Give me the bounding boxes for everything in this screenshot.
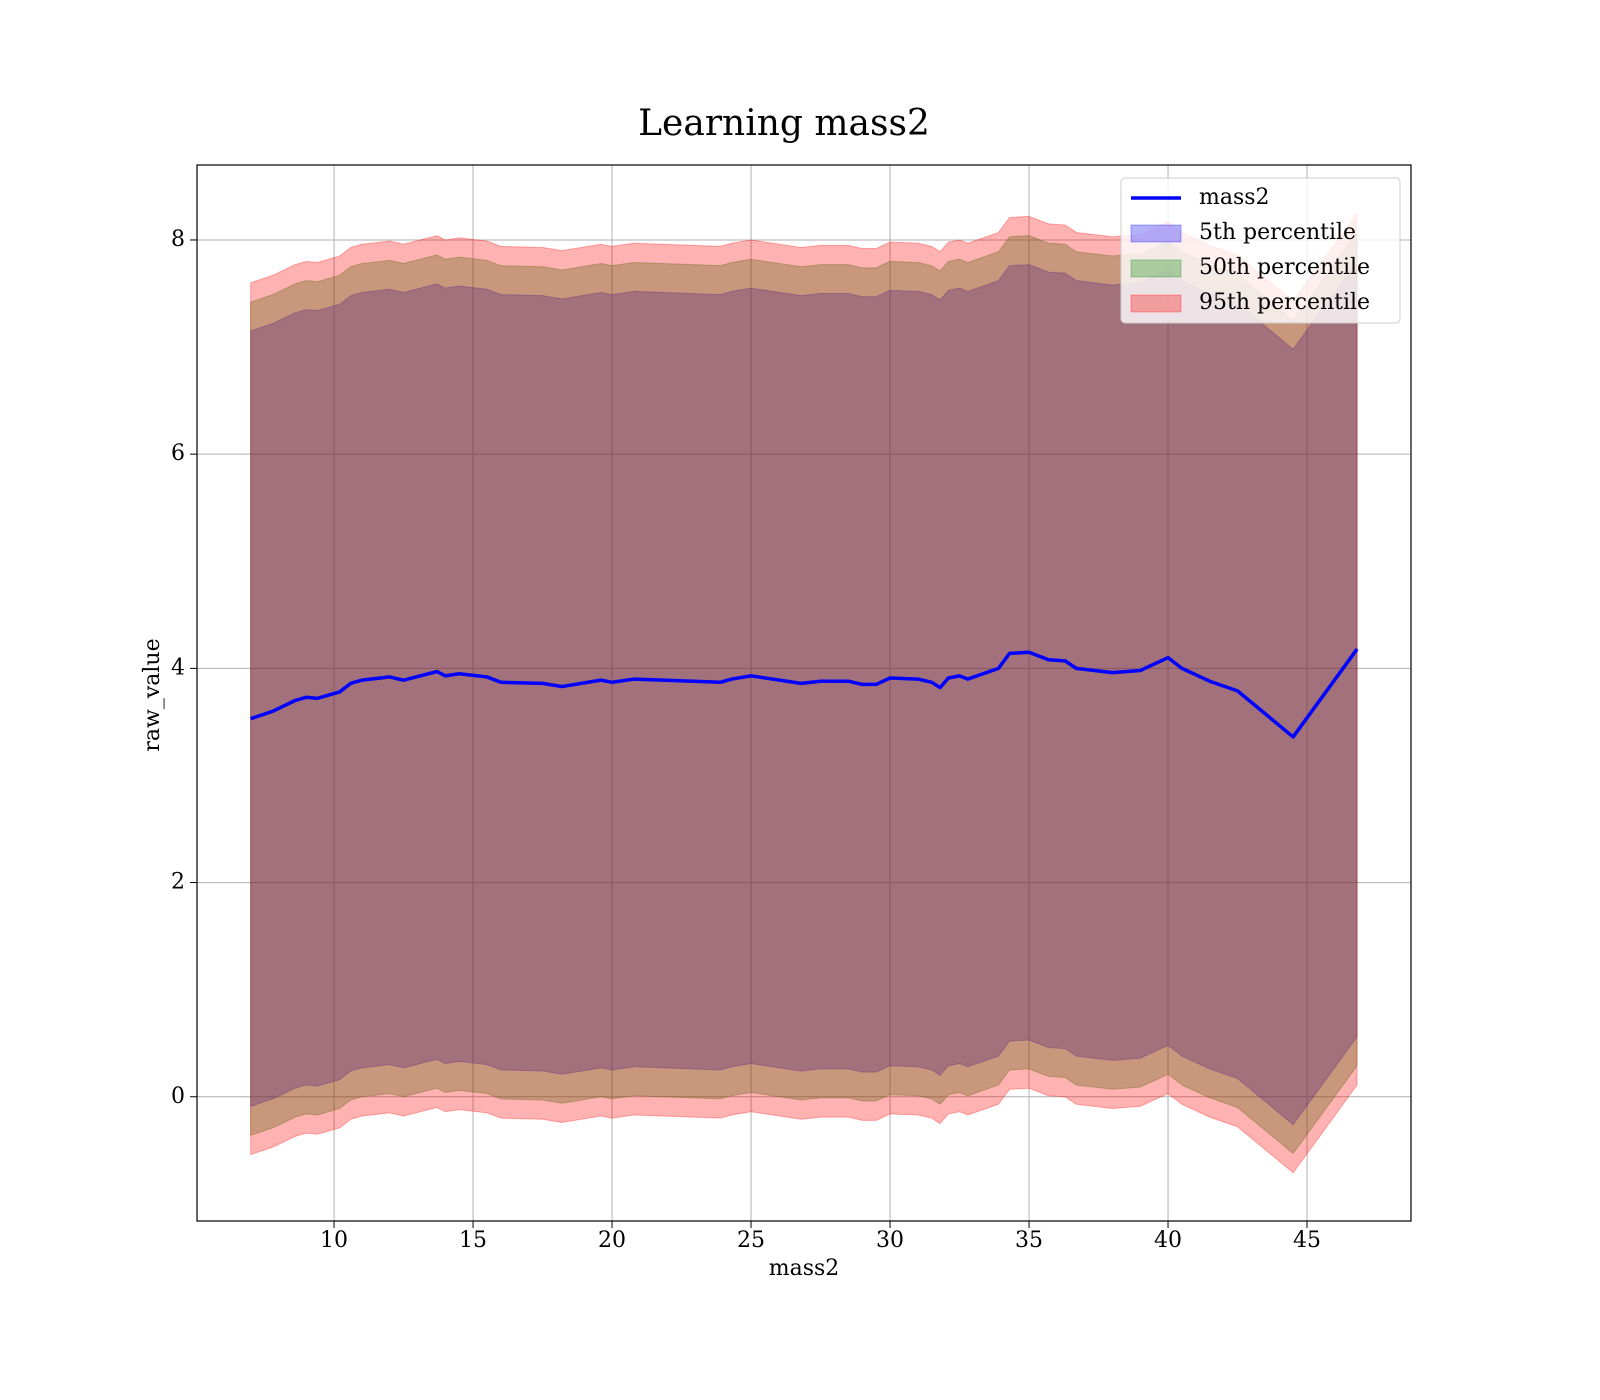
legend: mass2 5th percentile 50th percentile 95th p… [1120, 177, 1401, 324]
line [250, 648, 1359, 739]
y-tick-label: 8 [171, 227, 185, 252]
chart-title: Learning mass2 [638, 103, 930, 144]
legend-swatch [1130, 224, 1182, 243]
x-tick-label: 25 [737, 1228, 765, 1253]
plot-frame [196, 164, 1412, 1222]
percentile-band [250, 211, 1358, 1174]
legend-swatch [1130, 259, 1182, 278]
x-tick-label: 35 [1015, 1228, 1043, 1253]
legend-swatch [1130, 294, 1182, 313]
y-tick-label: 2 [171, 870, 185, 895]
y-tick-label: 0 [171, 1084, 185, 1109]
y-tick-label: 4 [171, 655, 185, 680]
percentile-band [250, 259, 1358, 1126]
x-tick-label: 10 [320, 1228, 348, 1253]
y-axis-label: raw_value [140, 638, 165, 751]
x-tick-label: 15 [459, 1228, 487, 1253]
y-tick-label: 6 [171, 441, 185, 466]
x-tick-label: 20 [598, 1228, 626, 1253]
legend-label: 50th percentile [1199, 255, 1370, 280]
legend-label: 95th percentile [1199, 290, 1370, 315]
legend-label: mass2 [1199, 185, 1270, 210]
x-tick-label: 45 [1293, 1228, 1321, 1253]
percentile-band [250, 230, 1358, 1155]
legend-label: 5th percentile [1199, 220, 1356, 245]
x-tick-label: 30 [876, 1228, 904, 1253]
legend-box [1120, 177, 1401, 324]
x-tick-label: 40 [1154, 1228, 1182, 1253]
x-axis-label: mass2 [769, 1256, 840, 1281]
